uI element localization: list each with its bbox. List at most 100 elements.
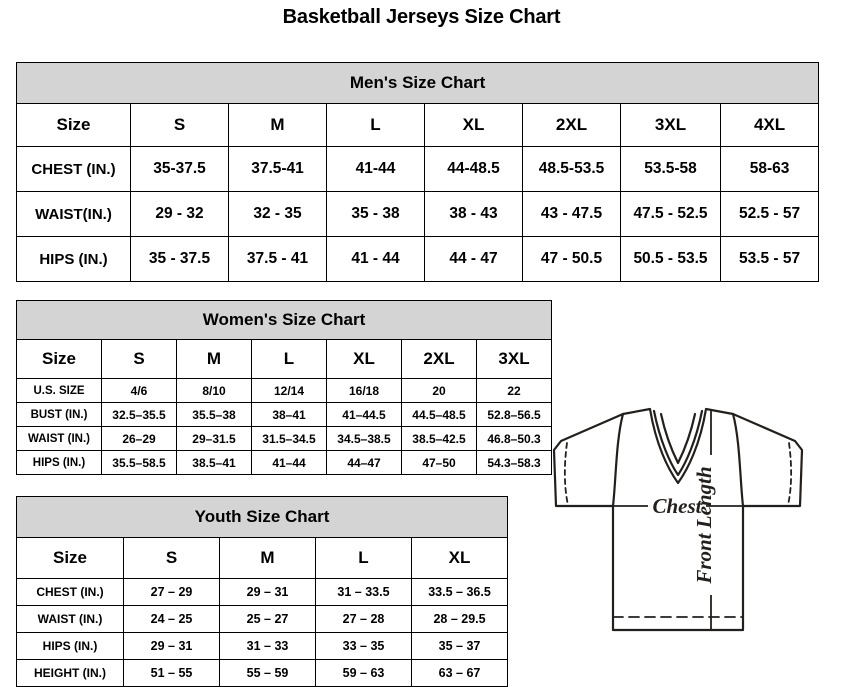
womens-cell-waist-s: 26–29 (101, 426, 177, 451)
youth-size-chart-table: Youth Size Chart Size S M L XL CHEST (IN… (15, 496, 509, 687)
mens-col-header-size: Size (16, 103, 131, 147)
womens-row-label-us-size: U.S. SIZE (16, 378, 102, 403)
womens-cell-hips-2xl: 47–50 (401, 450, 477, 475)
youth-cell-chest-l: 31 – 33.5 (315, 578, 412, 606)
womens-col-header-m: M (176, 339, 252, 379)
womens-header-row: Size S M L XL 2XL 3XL (16, 339, 553, 379)
mens-col-header-s: S (130, 103, 229, 147)
womens-size-chart-table: Women's Size Chart Size S M L XL 2XL 3XL… (15, 300, 553, 475)
mens-cell-hips-l: 41 - 44 (326, 236, 425, 282)
youth-cell-height-s: 51 – 55 (123, 659, 220, 687)
youth-cell-waist-s: 24 – 25 (123, 605, 220, 633)
table-row: WAIST(IN.) 29 - 32 32 - 35 35 - 38 38 - … (16, 191, 820, 237)
table-row: HIPS (IN.) 35.5–58.5 38.5–41 41–44 44–47… (16, 450, 553, 475)
youth-cell-hips-l: 33 – 35 (315, 632, 412, 660)
mens-cell-hips-m: 37.5 - 41 (228, 236, 327, 282)
womens-cell-ussize-2xl: 20 (401, 378, 477, 403)
mens-cell-hips-4xl: 53.5 - 57 (719, 236, 820, 282)
youth-col-header-xl: XL (410, 537, 509, 579)
mens-row-label-hips: HIPS (IN.) (16, 236, 131, 282)
womens-cell-waist-l: 31.5–34.5 (251, 426, 327, 451)
womens-cell-ussize-l: 12/14 (251, 378, 327, 403)
womens-col-header-xl: XL (326, 339, 402, 379)
mens-cell-chest-m: 37.5-41 (228, 146, 327, 192)
table-row: HEIGHT (IN.) 51 – 55 55 – 59 59 – 63 63 … (16, 659, 509, 687)
womens-cell-hips-s: 35.5–58.5 (101, 450, 177, 475)
mens-cell-waist-4xl: 52.5 - 57 (719, 191, 820, 237)
jersey-outline (552, 407, 804, 632)
youth-cell-height-m: 55 – 59 (219, 659, 316, 687)
mens-header-row: Size S M L XL 2XL 3XL 4XL (16, 103, 820, 147)
youth-col-header-m: M (219, 537, 316, 579)
mens-cell-chest-3xl: 53.5-58 (620, 146, 721, 192)
mens-col-header-3xl: 3XL (620, 103, 721, 147)
table-row: CHEST (IN.) 35-37.5 37.5-41 41-44 44-48.… (16, 146, 820, 192)
mens-cell-hips-2xl: 47 - 50.5 (522, 236, 621, 282)
youth-cell-hips-s: 29 – 31 (123, 632, 220, 660)
womens-col-header-l: L (251, 339, 327, 379)
youth-cell-waist-m: 25 – 27 (219, 605, 316, 633)
mens-cell-hips-xl: 44 - 47 (424, 236, 523, 282)
womens-col-header-s: S (101, 339, 177, 379)
womens-col-header-size: Size (16, 339, 102, 379)
womens-cell-bust-s: 32.5–35.5 (101, 402, 177, 427)
mens-col-header-4xl: 4XL (719, 103, 820, 147)
youth-header-row: Size S M L XL (16, 537, 509, 579)
mens-row-label-chest: CHEST (IN.) (16, 146, 131, 192)
table-row: HIPS (IN.) 35 - 37.5 37.5 - 41 41 - 44 4… (16, 236, 820, 282)
womens-cell-ussize-s: 4/6 (101, 378, 177, 403)
womens-row-label-waist: WAIST (IN.) (16, 426, 102, 451)
womens-row-label-hips: HIPS (IN.) (16, 450, 102, 475)
page-title: Basketball Jerseys Size Chart (282, 6, 561, 28)
womens-col-header-2xl: 2XL (401, 339, 477, 379)
youth-row-label-height: HEIGHT (IN.) (16, 659, 124, 687)
youth-cell-hips-xl: 35 – 37 (410, 632, 509, 660)
youth-col-header-size: Size (16, 537, 124, 579)
youth-band-row: Youth Size Chart (15, 496, 509, 538)
womens-cell-bust-m: 35.5–38 (176, 402, 252, 427)
mens-cell-chest-xl: 44-48.5 (424, 146, 523, 192)
womens-cell-bust-l: 38–41 (251, 402, 327, 427)
womens-col-header-3xl: 3XL (475, 339, 553, 379)
womens-cell-hips-xl: 44–47 (326, 450, 402, 475)
youth-row-label-hips: HIPS (IN.) (16, 632, 124, 660)
mens-cell-hips-3xl: 50.5 - 53.5 (620, 236, 721, 282)
mens-cell-waist-s: 29 - 32 (130, 191, 229, 237)
womens-band-row: Women's Size Chart (15, 300, 553, 340)
youth-col-header-l: L (315, 537, 412, 579)
front-length-label: Front Length (692, 466, 716, 584)
womens-cell-ussize-3xl: 22 (475, 378, 553, 403)
mens-cell-waist-2xl: 43 - 47.5 (522, 191, 621, 237)
chest-label: Chest (652, 494, 702, 518)
mens-cell-chest-l: 41-44 (326, 146, 425, 192)
youth-col-header-s: S (123, 537, 220, 579)
table-row: HIPS (IN.) 29 – 31 31 – 33 33 – 35 35 – … (16, 632, 509, 660)
table-row: WAIST (IN.) 26–29 29–31.5 31.5–34.5 34.5… (16, 426, 553, 451)
womens-cell-bust-xl: 41–44.5 (326, 402, 402, 427)
mens-col-header-l: L (326, 103, 425, 147)
youth-cell-chest-m: 29 – 31 (219, 578, 316, 606)
mens-band-row: Men's Size Chart (15, 62, 820, 104)
youth-cell-height-l: 59 – 63 (315, 659, 412, 687)
youth-row-label-waist: WAIST (IN.) (16, 605, 124, 633)
table-row: CHEST (IN.) 27 – 29 29 – 31 31 – 33.5 33… (16, 578, 509, 606)
womens-cell-waist-m: 29–31.5 (176, 426, 252, 451)
mens-cell-chest-2xl: 48.5-53.5 (522, 146, 621, 192)
mens-cell-chest-s: 35-37.5 (130, 146, 229, 192)
womens-cell-ussize-m: 8/10 (176, 378, 252, 403)
womens-cell-waist-2xl: 38.5–42.5 (401, 426, 477, 451)
youth-cell-chest-xl: 33.5 – 36.5 (410, 578, 509, 606)
mens-col-header-xl: XL (424, 103, 523, 147)
youth-band-title: Youth Size Chart (15, 496, 509, 538)
mens-band-title: Men's Size Chart (15, 62, 820, 104)
table-row: BUST (IN.) 32.5–35.5 35.5–38 38–41 41–44… (16, 402, 553, 427)
mens-cell-waist-l: 35 - 38 (326, 191, 425, 237)
youth-cell-hips-m: 31 – 33 (219, 632, 316, 660)
womens-cell-hips-l: 41–44 (251, 450, 327, 475)
table-row: WAIST (IN.) 24 – 25 25 – 27 27 – 28 28 –… (16, 605, 509, 633)
womens-cell-waist-3xl: 46.8–50.3 (475, 426, 553, 451)
womens-cell-hips-m: 38.5–41 (176, 450, 252, 475)
youth-cell-chest-s: 27 – 29 (123, 578, 220, 606)
womens-cell-ussize-xl: 16/18 (326, 378, 402, 403)
mens-cell-chest-4xl: 58-63 (719, 146, 820, 192)
